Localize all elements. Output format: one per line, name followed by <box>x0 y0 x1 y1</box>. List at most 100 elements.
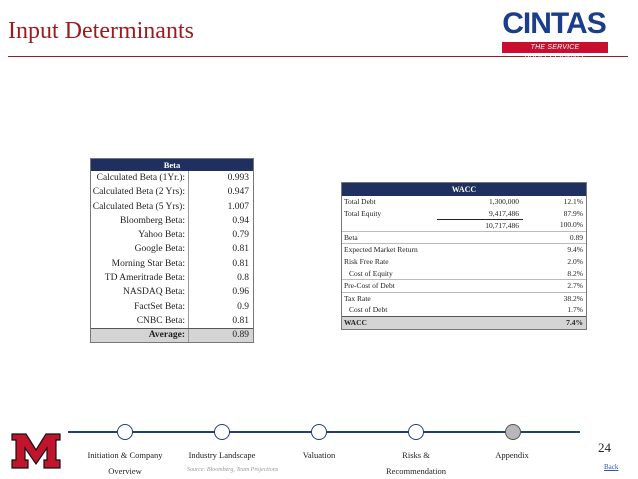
row-value: 0.96 <box>232 287 249 298</box>
row-value: 1.007 <box>227 201 249 212</box>
beta-table: Beta Calculated Beta (1Yr.): 0.993 Calcul… <box>90 158 254 344</box>
row-label: Morning Star Beta: <box>91 256 189 272</box>
nav-item-industry[interactable]: Industry Landscape <box>184 447 260 463</box>
nav-item-valuation[interactable]: Valuation <box>293 447 345 463</box>
title-divider <box>8 56 628 57</box>
row-label: Pre-Cost of Debt <box>344 281 395 291</box>
table-row: TD Ameritrade Beta: 0.8 <box>91 271 253 286</box>
table-row: Google Beta: 0.81 <box>91 242 253 257</box>
row-value: 0.993 <box>227 173 249 183</box>
nav-label-line: Appendix <box>495 450 529 460</box>
table-row: Cost of Debt 1.7% <box>342 304 586 316</box>
row-label: FactSet Beta: <box>91 299 189 314</box>
row-value: 0.947 <box>227 187 249 198</box>
row-value: 100.0% <box>559 220 583 230</box>
row-value: 1.7% <box>567 305 583 315</box>
table-row: FactSet Beta: 0.9 <box>91 299 253 314</box>
nav-label-line: Valuation <box>302 450 336 460</box>
row-label: Calculated Beta (5 Yrs): <box>91 199 189 214</box>
row-amount: 10,717,486 <box>437 219 523 231</box>
row-label: Risk Free Rate <box>344 256 389 266</box>
row-amount <box>437 244 523 256</box>
row-label: Calculated Beta (2 Yrs): <box>91 185 189 200</box>
row-value: 0.79 <box>232 230 249 241</box>
table-row: Total Equity 9,417,486 87.9% <box>342 208 586 220</box>
row-value: 87.9% <box>563 208 583 218</box>
average-value: 0.89 <box>232 330 249 341</box>
row-label: Expected Market Return <box>344 245 418 255</box>
row-value: 0.81 <box>232 244 249 255</box>
row-value: 0.81 <box>232 315 249 326</box>
wacc-final-label: WACC <box>344 317 367 327</box>
wacc-table-heading: WACC <box>342 183 586 196</box>
row-amount <box>437 293 523 305</box>
table-row: CNBC Beta: 0.81 <box>91 313 253 329</box>
table-row: Morning Star Beta: 0.81 <box>91 256 253 272</box>
nav-label-line: Industry Landscape <box>188 450 256 460</box>
row-label: Calculated Beta (1Yr.): <box>91 171 189 186</box>
table-row: Pre-Cost of Debt 2.7% <box>342 279 586 292</box>
nav-label-line: Risks & <box>402 450 430 460</box>
back-link[interactable]: Back <box>604 463 619 471</box>
row-amount <box>437 280 523 292</box>
row-amount <box>437 256 523 268</box>
nav-node-initiation[interactable] <box>117 424 133 440</box>
row-value: 0.9 <box>237 301 249 312</box>
row-label: NASDAQ Beta: <box>91 285 189 300</box>
wacc-table: WACC Total Debt 1,300,000 12.1% Total Equi… <box>341 182 587 330</box>
row-value: 0.94 <box>232 215 249 226</box>
row-label <box>342 219 437 231</box>
row-label: Beta <box>344 232 358 242</box>
table-row: Beta 0.89 <box>342 230 586 244</box>
row-label: CNBC Beta: <box>91 313 189 329</box>
wacc-final-row: WACC 7.4% <box>342 315 586 329</box>
beta-table-heading: Beta <box>91 159 253 171</box>
nav-item-risks[interactable]: Risks & Recommendation <box>378 447 454 479</box>
row-value: 9.4% <box>567 245 583 255</box>
source-note: Source: Bloomberg, Team Projections <box>187 467 279 473</box>
page-title: Input Determinants <box>8 18 194 44</box>
table-row-total: 10,717,486 100.0% <box>342 219 586 231</box>
table-row: Risk Free Rate 2.0% <box>342 256 586 268</box>
nav-item-appendix[interactable]: Appendix <box>484 447 540 463</box>
table-row: Yahoo Beta: 0.79 <box>91 228 253 243</box>
beta-average-row: Average: 0.89 <box>91 328 253 343</box>
average-label: Average: <box>91 329 189 343</box>
nav-label-line: Overview <box>108 466 142 476</box>
logo-wordmark: CINTAS <box>502 7 606 40</box>
row-amount: 1,300,000 <box>489 197 519 206</box>
page-number: 24 <box>598 440 611 455</box>
row-value: 2.0% <box>567 256 583 266</box>
wacc-final-value: 7.4% <box>566 317 583 327</box>
row-label: Total Equity <box>344 208 382 218</box>
table-row: Calculated Beta (5 Yrs): 1.007 <box>91 199 253 214</box>
row-value: 12.1% <box>563 197 583 206</box>
nav-item-initiation[interactable]: Initiation & Company Overview <box>82 447 168 479</box>
row-label: Total Debt <box>344 197 376 206</box>
table-row: Tax Rate 38.2% <box>342 291 586 305</box>
nav-node-risks[interactable] <box>408 424 424 440</box>
nav-label-line: Initiation & Company <box>87 450 163 460</box>
nav-node-valuation[interactable] <box>311 424 327 440</box>
row-amount <box>437 304 523 316</box>
nav-node-appendix[interactable] <box>505 424 521 440</box>
row-amount <box>437 317 523 329</box>
cintas-logo: CINTAS THE SERVICE PROFESSIONALS <box>498 7 610 62</box>
table-row: NASDAQ Beta: 0.96 <box>91 285 253 300</box>
miami-m-logo <box>11 433 61 469</box>
logo-tagline: THE SERVICE PROFESSIONALS <box>502 42 608 62</box>
row-value: 0.8 <box>237 273 249 284</box>
nav-node-industry[interactable] <box>214 424 230 440</box>
row-value: 0.81 <box>232 258 249 269</box>
table-row: Cost of Equity 8.2% <box>342 268 586 280</box>
row-label: Cost of Debt <box>349 305 388 315</box>
table-row: Bloomberg Beta: 0.94 <box>91 213 253 229</box>
table-row: Total Debt 1,300,000 12.1% <box>342 196 586 208</box>
row-label: Bloomberg Beta: <box>91 213 189 229</box>
row-value: 8.2% <box>567 268 583 278</box>
row-label: TD Ameritrade Beta: <box>91 271 189 286</box>
row-label: Google Beta: <box>91 242 189 257</box>
row-value: 38.2% <box>563 293 583 303</box>
table-row: Calculated Beta (2 Yrs): 0.947 <box>91 185 253 200</box>
table-row: Expected Market Return 9.4% <box>342 243 586 256</box>
